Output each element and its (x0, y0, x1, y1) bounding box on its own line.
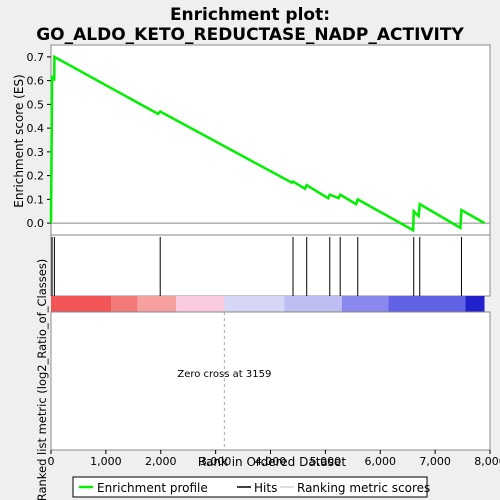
metric-bar-segment (341, 296, 389, 312)
y-tick-label: 0.4 (27, 122, 45, 135)
ranking-metric-bar (51, 296, 485, 312)
y-tick-label: 0.0 (27, 217, 45, 230)
legend-label-enrichment-profile: Enrichment profile (97, 481, 208, 495)
metric-bar-segment (176, 296, 225, 312)
y-tick-label: 0.5 (27, 98, 45, 111)
ranked-metric-panel: Zero cross at 3159 0 1,000 2,000 3,000 4,000… (48, 311, 500, 468)
metric-bar-segment (224, 296, 285, 312)
legend-label-ranking-metric-scores: Ranking metric scores (297, 481, 430, 495)
y-tick-label: 0.3 (27, 146, 45, 159)
y-tick-label: 0.7 (27, 51, 45, 64)
y-tick-label: 0.2 (27, 170, 45, 183)
y-axis-label-bottom: Ranked list metric (log2_Ratio_of_Classe… (35, 259, 49, 500)
metric-bar-segment (137, 296, 177, 312)
x-tick-label: 1,000 (90, 455, 122, 468)
hits-panel (50, 234, 491, 297)
hit-lines (51, 237, 462, 296)
x-tick-label: 5,000 (310, 455, 342, 468)
metric-bar-segment (284, 296, 342, 312)
chart-title-line2: GO_ALDO_KETO_REDUCTASE_NADP_ACTIVITY (36, 25, 464, 45)
y-tick-label: 0.1 (27, 193, 45, 206)
metric-bar-segment (51, 296, 112, 312)
x-tick-label: 4,000 (255, 455, 287, 468)
legend: Enrichment profile Hits Ranking metric s… (72, 476, 430, 498)
metric-bar-segment (111, 296, 138, 312)
metric-bar-segment (465, 296, 485, 312)
enrichment-profile-line (49, 54, 486, 233)
x-tick-label: 6,000 (365, 455, 397, 468)
es-plot-area (50, 44, 491, 236)
x-tick-label: 7,000 (419, 455, 451, 468)
x-tick-label: 2,000 (145, 455, 177, 468)
x-axis-ticks: 0 1,000 2,000 3,000 4,000 5,000 6,000 7,000 8,00… (48, 450, 500, 468)
es-panel: 0.0 0.1 0.2 0.3 0.4 0.5 0.6 0.7 (27, 44, 491, 236)
y-tick-label: 0.6 (27, 75, 45, 88)
y-axis-label-top: Enrichment score (ES) (12, 74, 26, 207)
x-tick-label: 0 (48, 455, 55, 468)
x-tick-label: 8,000 (474, 455, 500, 468)
hits-plot-area (50, 234, 491, 297)
chart-title-line1: Enrichment plot: (170, 5, 330, 25)
zero-cross-annotation: Zero cross at 3159 (177, 369, 271, 380)
y-axis-ticks-top: 0.0 0.1 0.2 0.3 0.4 0.5 0.6 0.7 (27, 51, 51, 230)
x-tick-label: 3,000 (200, 455, 232, 468)
ranked-metric-plot-area (50, 311, 491, 451)
metric-bar-segment (388, 296, 466, 312)
x-axis-label: Rank in Ordered Dataset (198, 455, 346, 469)
legend-label-hits: Hits (254, 481, 277, 495)
